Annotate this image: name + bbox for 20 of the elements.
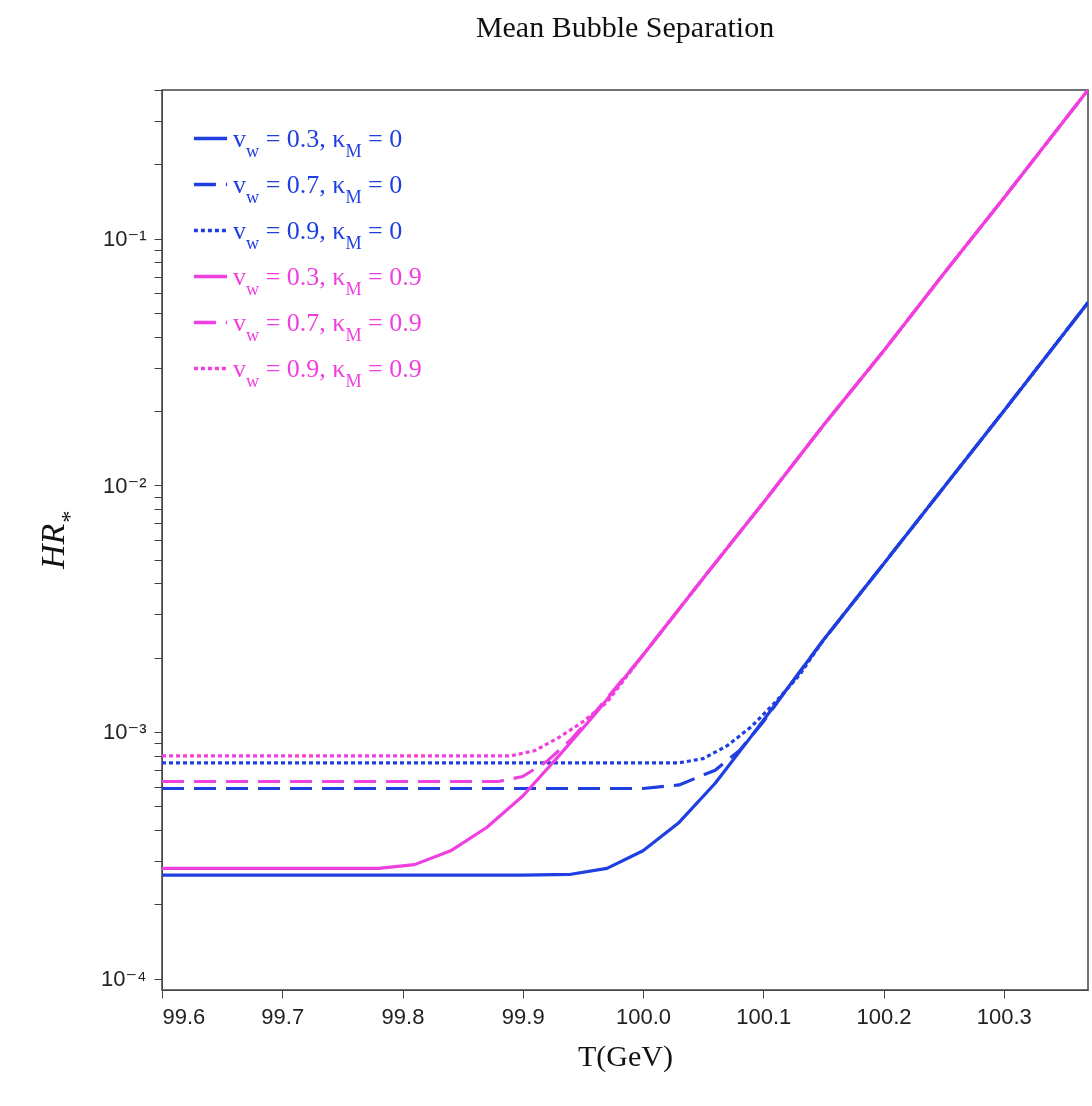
y-tick-label: 10⁻² bbox=[103, 472, 147, 498]
x-tick-label: 100.3 bbox=[976, 1003, 1032, 1029]
legend-label: v$_{w}$ = 0.9, κ$_{M}$ = 0 bbox=[233, 215, 403, 253]
x-tick-label: 99.9 bbox=[501, 1003, 545, 1029]
legend-label: v$_{w}$ = 0.9, κ$_{M}$ = 0.9 bbox=[233, 353, 422, 391]
legend-label: v$_{w}$ = 0.3, κ$_{M}$ = 0 bbox=[233, 123, 403, 161]
x-tick-label: 100.0 bbox=[616, 1003, 672, 1029]
x-tick-label: 100.2 bbox=[856, 1003, 912, 1029]
legend-label: v$_{w}$ = 0.7, κ$_{M}$ = 0.9 bbox=[233, 307, 422, 345]
x-tick-label: 99.7 bbox=[261, 1003, 305, 1029]
x-tick-label: 99.6 bbox=[162, 1003, 206, 1029]
y-tick-label: 10⁻³ bbox=[103, 719, 147, 745]
y-tick-label: 10⁻¹ bbox=[103, 226, 147, 252]
chart-title: Mean Bubble Separation bbox=[475, 10, 775, 43]
x-tick-label: 100.1 bbox=[736, 1003, 792, 1029]
y-tick-label: 10⁻⁴ bbox=[100, 966, 147, 992]
legend-label: v$_{w}$ = 0.3, κ$_{M}$ = 0.9 bbox=[233, 261, 422, 299]
x-axis-title: T(GeV) bbox=[578, 1038, 673, 1073]
legend-label: v$_{w}$ = 0.7, κ$_{M}$ = 0 bbox=[233, 169, 403, 207]
x-tick-label: 99.8 bbox=[381, 1003, 425, 1029]
